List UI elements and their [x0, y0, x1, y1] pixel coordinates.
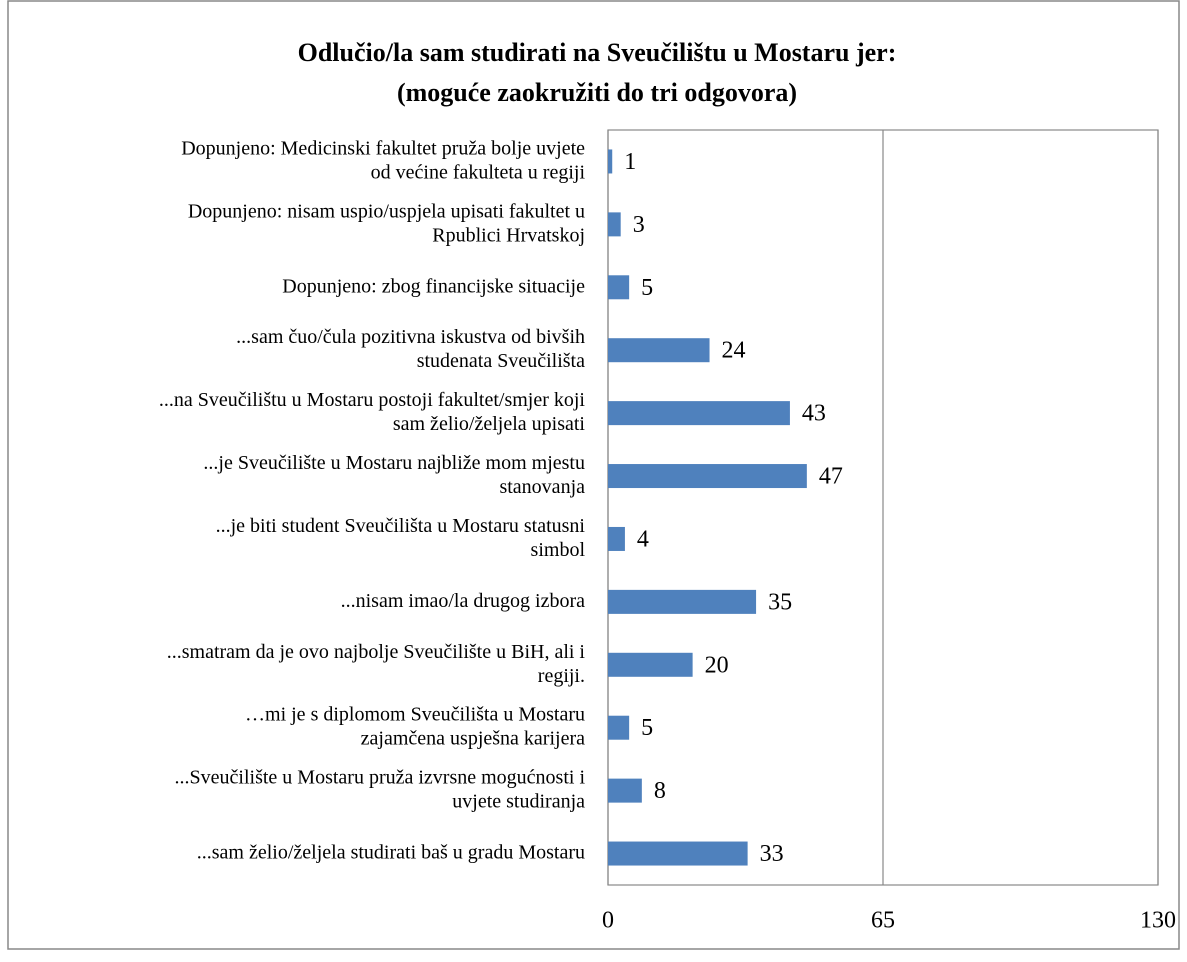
data-label: 3 [633, 212, 645, 238]
data-label: 20 [705, 652, 729, 678]
data-label: 43 [802, 401, 826, 427]
y-tick-label: Dopunjeno: zbog financijske situacije [282, 275, 585, 297]
data-label: 33 [760, 841, 784, 867]
data-label: 47 [819, 464, 843, 490]
y-tick-label: …mi je s diplomom Sveučilišta u Mostaru z… [245, 703, 585, 749]
y-tick-label: Dopunjeno: nisam uspio/uspjela upisati f… [188, 200, 585, 246]
y-tick-label: ...sam želio/željela studirati baš u gra… [197, 841, 585, 863]
data-label: 24 [722, 338, 746, 364]
y-tick-label: ...smatram da je ovo najbolje Sveučilišt… [167, 640, 586, 686]
data-label: 4 [637, 526, 649, 552]
bar [608, 338, 710, 363]
chart-title: Odlučio/la sam studirati na Sveučilištu … [298, 38, 897, 107]
bar [608, 464, 807, 489]
x-tick-label: 130 [1140, 908, 1176, 934]
bar [608, 841, 748, 866]
y-tick-label: ...je biti student Sveučilišta u Mostaru… [216, 515, 586, 561]
data-label: 35 [768, 589, 792, 615]
data-label: 5 [641, 275, 653, 301]
bar [608, 526, 625, 551]
data-label: 1 [624, 149, 636, 175]
y-tick-label: Dopunjeno: Medicinski fakultet pruža bol… [181, 137, 585, 183]
bar [608, 275, 630, 300]
y-tick-label: ...sam čuo/čula pozitivna iskustva od bi… [236, 326, 585, 372]
x-tick-label: 0 [602, 908, 614, 934]
chart-border [7, 0, 1180, 950]
bar [608, 652, 693, 677]
y-tick-label: ...je Sveučilište u Mostaru najbliže mom… [203, 452, 585, 498]
y-tick-label: ...nisam imao/la drugog izbora [341, 589, 586, 611]
bar [608, 715, 630, 740]
y-tick-label: ...Sveučilište u Mostaru pruža izvrsne m… [175, 766, 586, 812]
bar [608, 589, 757, 614]
x-tick-label: 65 [871, 908, 895, 934]
data-label: 8 [654, 778, 666, 804]
bar [608, 212, 621, 237]
bar [608, 778, 642, 803]
bar [608, 401, 790, 426]
y-tick-label: ...na Sveučilištu u Mostaru postoji faku… [159, 389, 586, 435]
bar [608, 149, 613, 174]
data-label: 5 [641, 715, 653, 741]
